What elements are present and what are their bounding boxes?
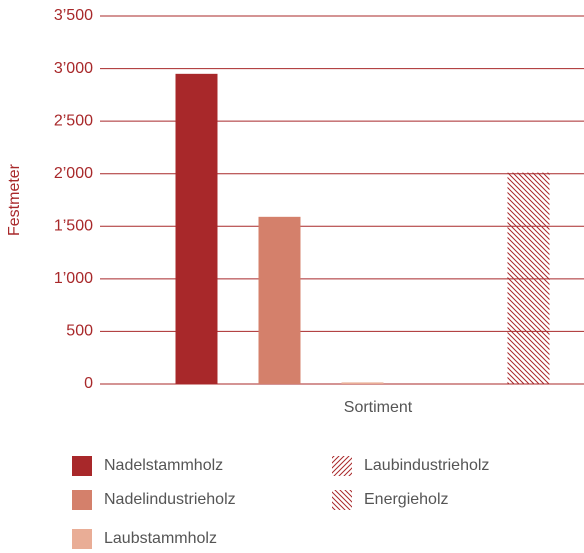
x-axis-label: Sortiment (344, 399, 413, 416)
legend-label: Nadelindustrieholz (104, 491, 236, 508)
legend-label: Energieholz (364, 491, 449, 508)
legend-label: Laubindustrieholz (364, 457, 489, 474)
bar (258, 216, 301, 384)
y-axis-label: Festmeter (6, 163, 23, 236)
legend-swatch (72, 456, 92, 476)
y-tick-label: 3’500 (54, 7, 93, 24)
bar (341, 382, 384, 384)
y-tick-label: 1’000 (54, 270, 93, 287)
legend-swatch (332, 490, 352, 510)
y-tick-label: 2’500 (54, 112, 93, 129)
legend-swatch (72, 529, 92, 549)
legend-swatch (72, 490, 92, 510)
legend-swatch (332, 456, 352, 476)
y-tick-label: 2’000 (54, 165, 93, 182)
y-tick-label: 1’500 (54, 218, 93, 235)
bar (175, 73, 218, 384)
bar (507, 172, 550, 384)
y-tick-label: 0 (84, 375, 93, 392)
legend-label: Nadelstammholz (104, 457, 223, 474)
y-tick-label: 500 (66, 323, 93, 340)
legend-label: Laubstammholz (104, 530, 217, 547)
y-tick-label: 3’000 (54, 60, 93, 77)
